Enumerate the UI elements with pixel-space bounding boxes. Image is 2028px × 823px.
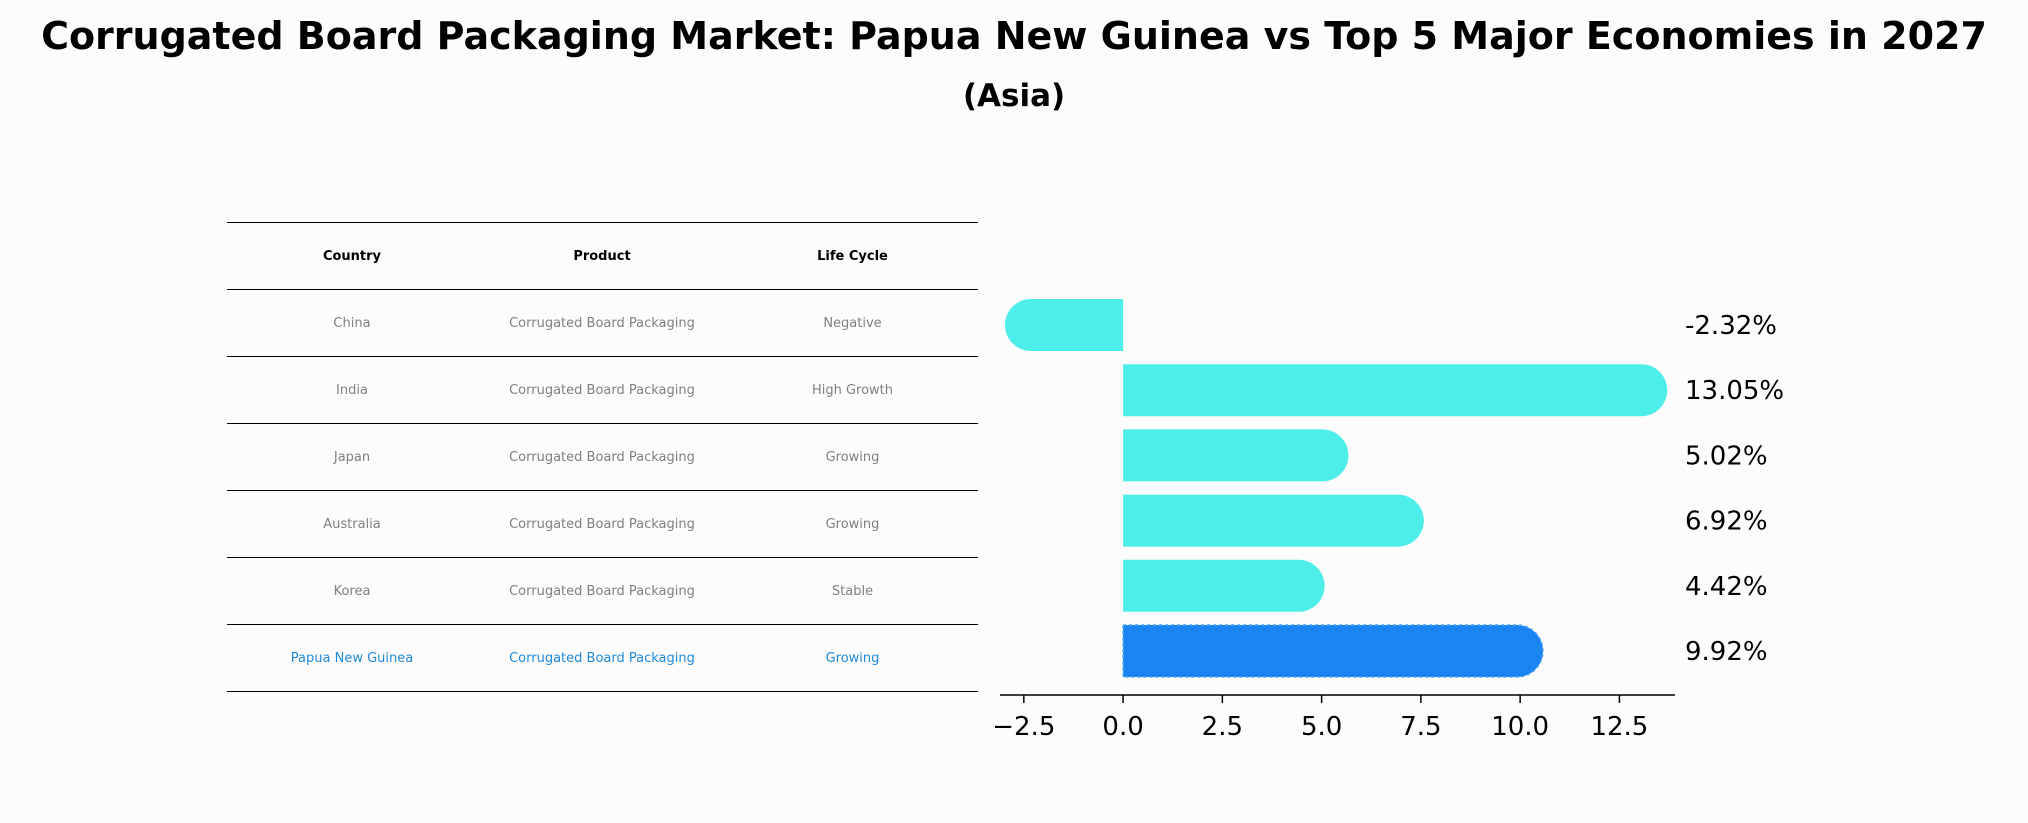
value-label: 5.02% xyxy=(1685,441,1768,471)
table-row: India Corrugated Board Packaging High Gr… xyxy=(227,356,978,423)
value-label: 6.92% xyxy=(1685,507,1768,537)
x-tick-label: 0.0 xyxy=(1102,712,1143,742)
x-tick-label: 12.5 xyxy=(1590,712,1648,742)
life-cycle-cell: Growing xyxy=(825,650,880,666)
value-label: 9.92% xyxy=(1685,637,1768,667)
bar xyxy=(1123,429,1349,482)
country-cell: Korea xyxy=(333,583,371,599)
bar xyxy=(1004,299,1124,351)
bar xyxy=(1123,559,1325,612)
life-cycle-cell: Growing xyxy=(825,516,880,532)
table-row: Japan Corrugated Board Packaging Growing xyxy=(227,423,978,490)
product-cell: Corrugated Board Packaging xyxy=(509,650,695,666)
table-row: Australia Corrugated Board Packaging Gro… xyxy=(227,490,978,557)
value-label: 4.42% xyxy=(1685,572,1768,602)
product-cell: Corrugated Board Packaging xyxy=(509,516,695,532)
country-cell: Australia xyxy=(323,516,381,532)
header-product: Product xyxy=(573,248,631,264)
table-row-highlighted: Papua New Guinea Corrugated Board Packag… xyxy=(227,624,978,692)
header-country: Country xyxy=(322,248,382,264)
market-table: Country Product Life Cycle China Corruga… xyxy=(227,222,978,692)
chart-subtitle: (Asia) xyxy=(962,78,1066,114)
life-cycle-cell: High Growth xyxy=(811,382,894,398)
bar xyxy=(1123,494,1424,547)
life-cycle-cell: Growing xyxy=(825,449,880,465)
bar xyxy=(1123,364,1668,417)
country-cell: India xyxy=(336,382,368,398)
product-cell: Corrugated Board Packaging xyxy=(509,315,695,331)
bar-highlighted xyxy=(1122,624,1544,678)
life-cycle-cell: Negative xyxy=(823,315,882,331)
x-tick-label: 7.5 xyxy=(1400,712,1441,742)
product-cell: Corrugated Board Packaging xyxy=(509,449,695,465)
country-cell: Japan xyxy=(333,449,371,465)
x-tick-label: −2.5 xyxy=(992,712,1055,742)
value-label: 13.05% xyxy=(1685,376,1784,406)
product-cell: Corrugated Board Packaging xyxy=(509,583,695,599)
country-cell: China xyxy=(333,315,371,331)
life-cycle-cell: Stable xyxy=(831,583,874,599)
x-tick-label: 5.0 xyxy=(1301,712,1342,742)
product-cell: Corrugated Board Packaging xyxy=(509,382,695,398)
table-row: China Corrugated Board Packaging Negativ… xyxy=(227,289,978,356)
table-row: Korea Corrugated Board Packaging Stable xyxy=(227,557,978,624)
x-tick-label: 2.5 xyxy=(1202,712,1243,742)
x-tick-label: 10.0 xyxy=(1491,712,1549,742)
header-life-cycle: Life Cycle xyxy=(817,248,888,264)
value-label: -2.32% xyxy=(1685,311,1777,341)
chart-title: Corrugated Board Packaging Market: Papua… xyxy=(41,14,1987,58)
country-cell: Papua New Guinea xyxy=(290,650,414,666)
table-header-row: Country Product Life Cycle xyxy=(227,222,978,289)
